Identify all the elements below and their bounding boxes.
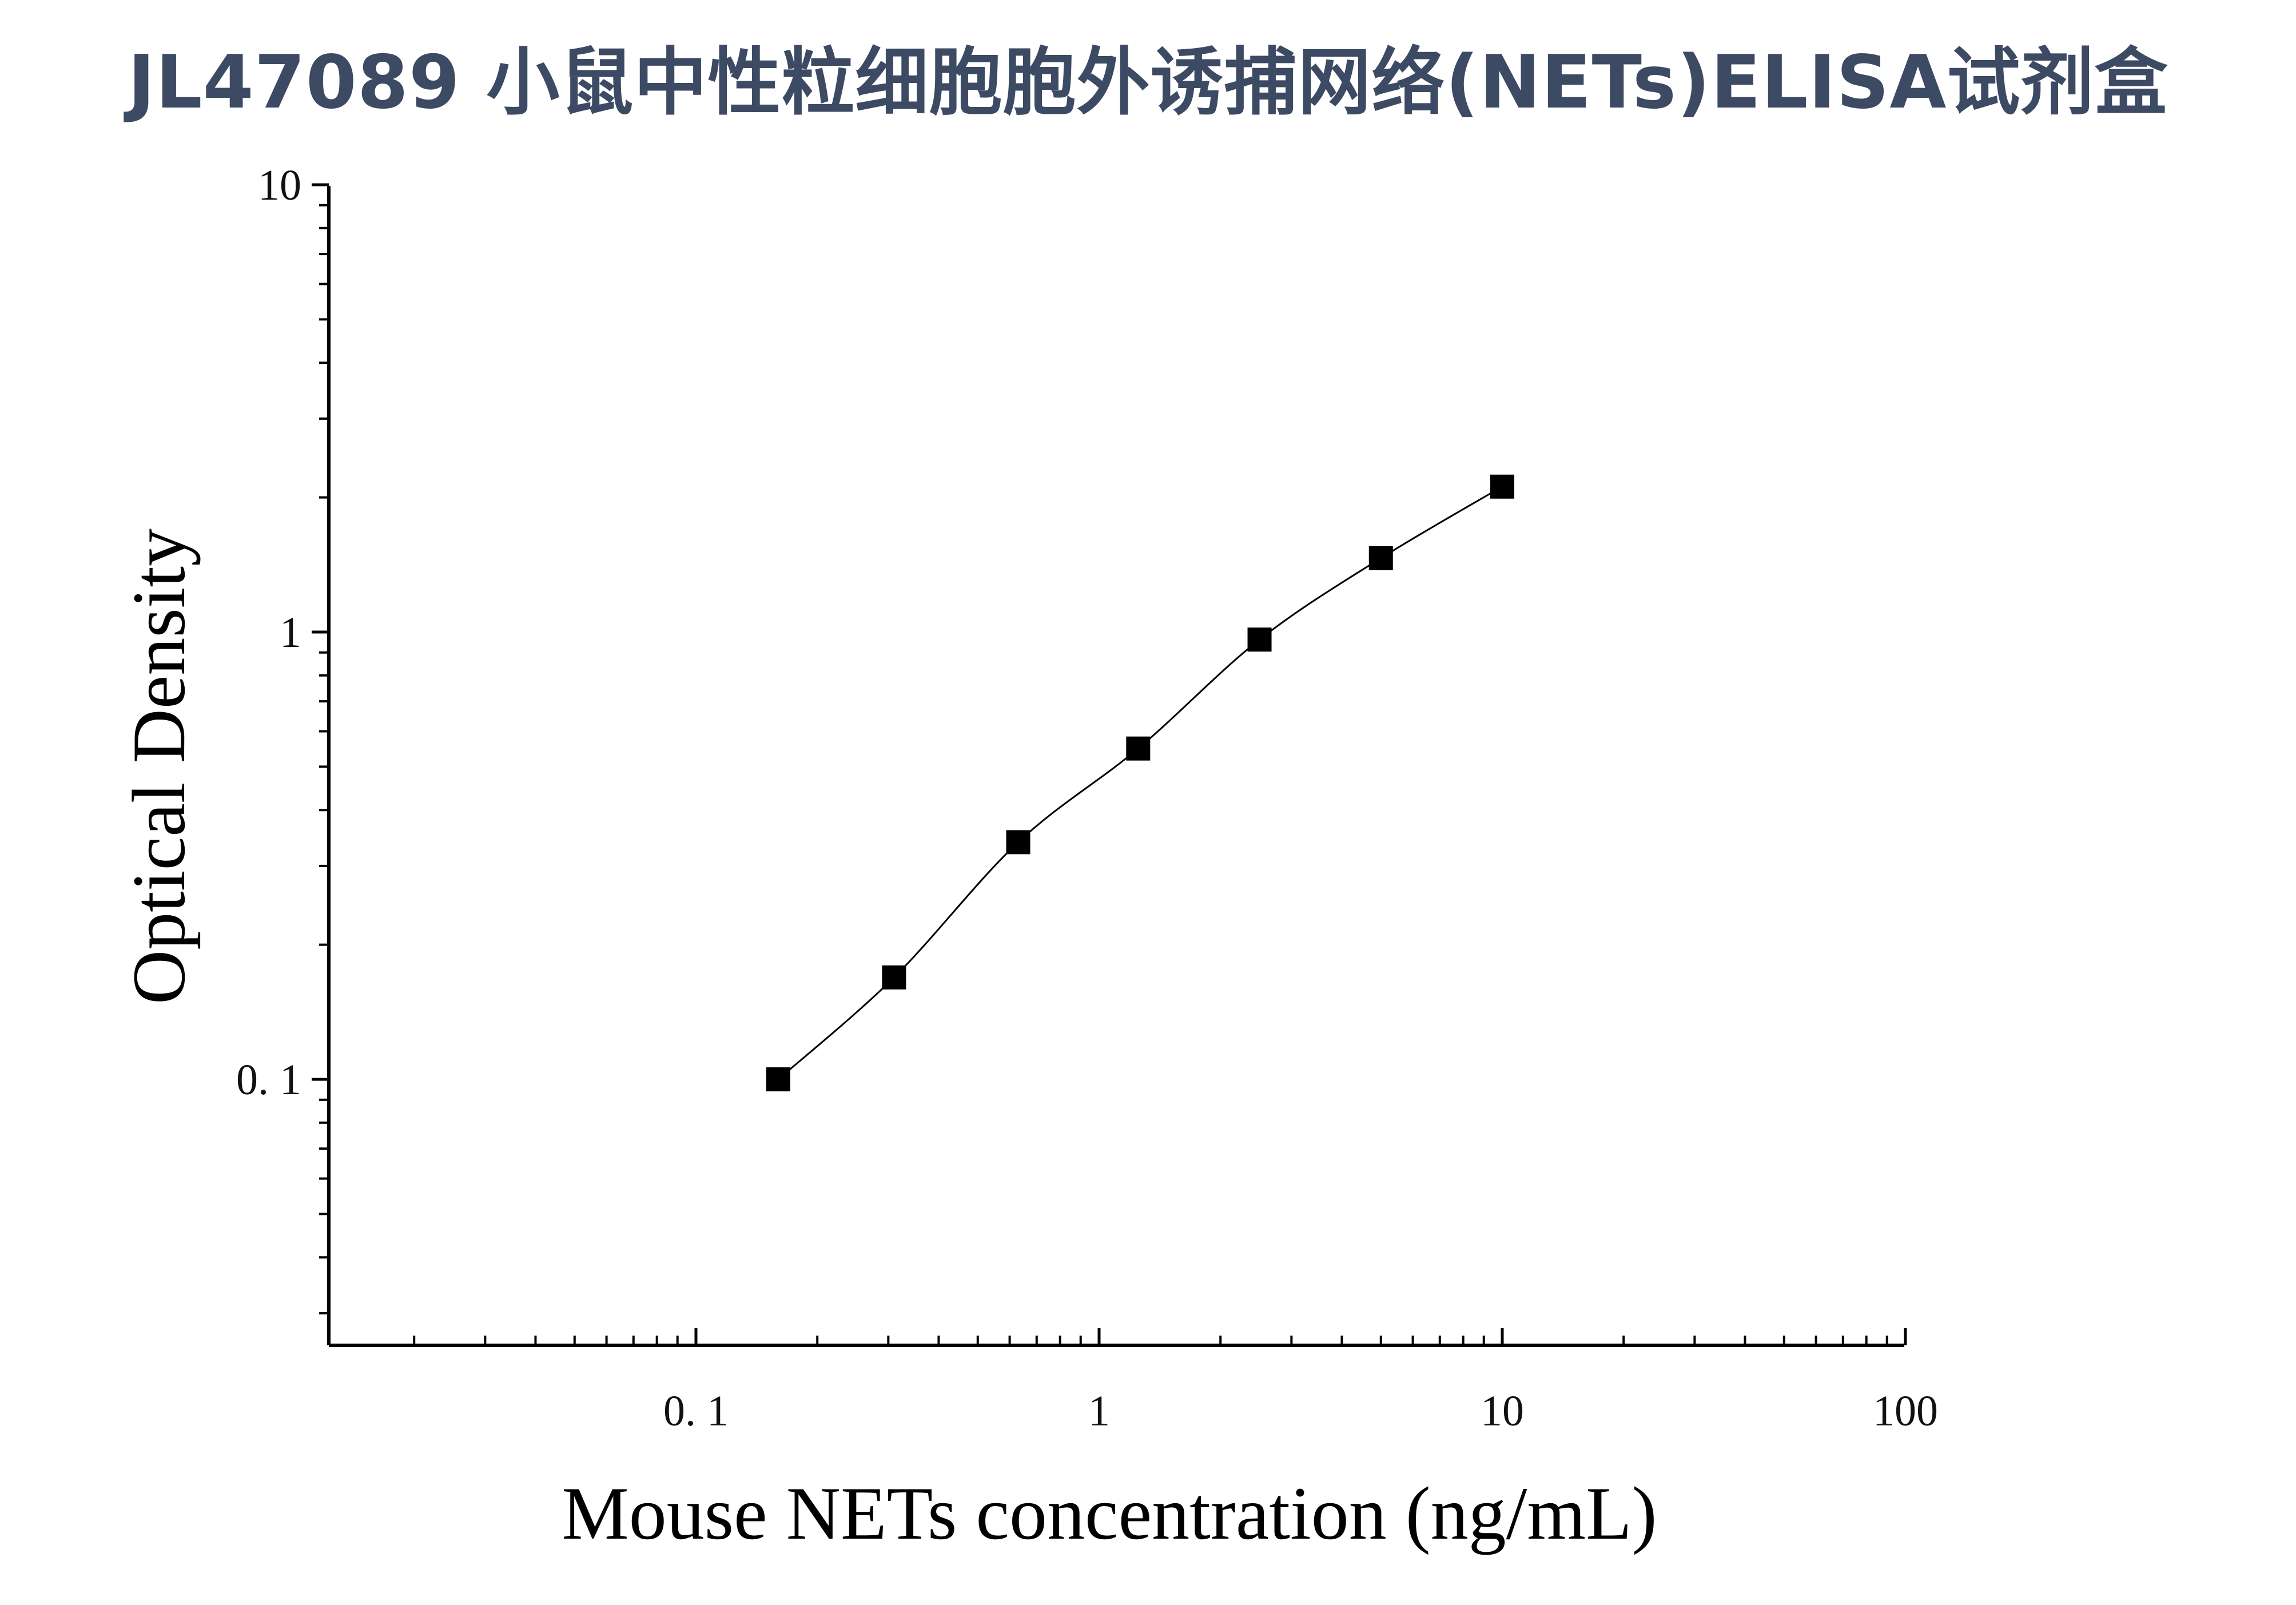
data-point xyxy=(766,1067,790,1091)
data-point xyxy=(1368,546,1393,570)
data-point xyxy=(1126,736,1151,761)
x-axis-title: Mouse NETs concentration (ng/mL) xyxy=(562,1471,1657,1555)
page-title: JL47089 小鼠中性粒细胞胞外诱捕网络(NETs)ELISA试剂盒 xyxy=(128,40,2168,125)
x-tick-label: 100 xyxy=(1873,1387,1938,1435)
data-points xyxy=(766,474,1514,1091)
y-tick-label: 1 xyxy=(280,609,301,657)
y-tick-label: 10 xyxy=(258,161,301,209)
x-axis-ticks: 0. 1 1 10 100 xyxy=(413,1328,1938,1435)
data-point xyxy=(1006,830,1030,855)
x-tick-label: 10 xyxy=(1481,1387,1524,1435)
y-tick-label: 0. 1 xyxy=(236,1056,301,1104)
x-tick-label: 0. 1 xyxy=(663,1387,729,1435)
y-axis-ticks: 0. 1 1 10 xyxy=(236,161,329,1314)
fit-curve xyxy=(777,486,1503,1080)
y-axis-title: Optical Density xyxy=(117,529,201,1004)
data-point xyxy=(882,965,906,990)
data-point xyxy=(1490,474,1514,499)
fit-curve-layer xyxy=(777,486,1503,1080)
data-point xyxy=(1247,627,1272,652)
x-tick-label: 1 xyxy=(1088,1387,1110,1435)
